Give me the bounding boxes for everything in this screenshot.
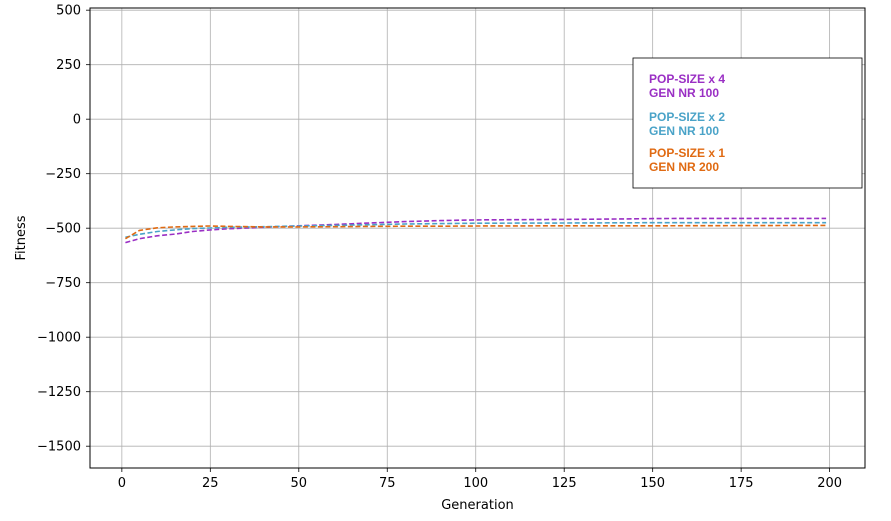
- y-tick-label: 500: [56, 4, 81, 19]
- y-tick-label: −1250: [37, 385, 81, 400]
- x-tick-label: 50: [291, 476, 308, 491]
- series-lines: [124, 217, 827, 244]
- legend-entry-2-line-2: GEN NR 100: [649, 124, 719, 138]
- series-line-2: [125, 221, 827, 239]
- x-tick-label: 200: [817, 476, 842, 491]
- legend-entry-1-line-2: GEN NR 100: [649, 86, 719, 100]
- legend-box: [632, 57, 863, 189]
- y-tick-label: 0: [73, 113, 81, 128]
- legend-entry-3-line-1: POP-SIZE x 1: [649, 146, 725, 160]
- y-tick-label: −1500: [37, 440, 81, 455]
- x-tick-label: 100: [463, 476, 488, 491]
- x-tick-label: 125: [552, 476, 577, 491]
- x-tick-label: 175: [729, 476, 754, 491]
- y-tick-label: −500: [45, 222, 81, 237]
- x-tick-label: 25: [202, 476, 219, 491]
- legend-entry-3-line-2: GEN NR 200: [649, 160, 719, 174]
- series-line-3: [124, 224, 827, 240]
- plot-frame: [89, 7, 866, 469]
- x-tick-label: 0: [118, 476, 126, 491]
- x-tick-label: 75: [379, 476, 396, 491]
- y-tick-label: −250: [45, 167, 81, 182]
- y-axis-label: Fitness: [14, 215, 29, 260]
- y-tick-label: −750: [45, 276, 81, 291]
- x-axis-label: Generation: [441, 498, 514, 513]
- legend-entry-2-line-1: POP-SIZE x 2: [649, 110, 725, 124]
- legend-entry-1-line-1: POP-SIZE x 4: [649, 72, 725, 86]
- axis-ticks: 0 25 50 75 100 125 150 175 200 500 250 0 −250 −500 −75…: [37, 4, 842, 491]
- series-line-1: [125, 217, 827, 244]
- y-tick-label: −1000: [37, 331, 81, 346]
- x-tick-label: 150: [640, 476, 665, 491]
- y-tick-label: 250: [56, 58, 81, 73]
